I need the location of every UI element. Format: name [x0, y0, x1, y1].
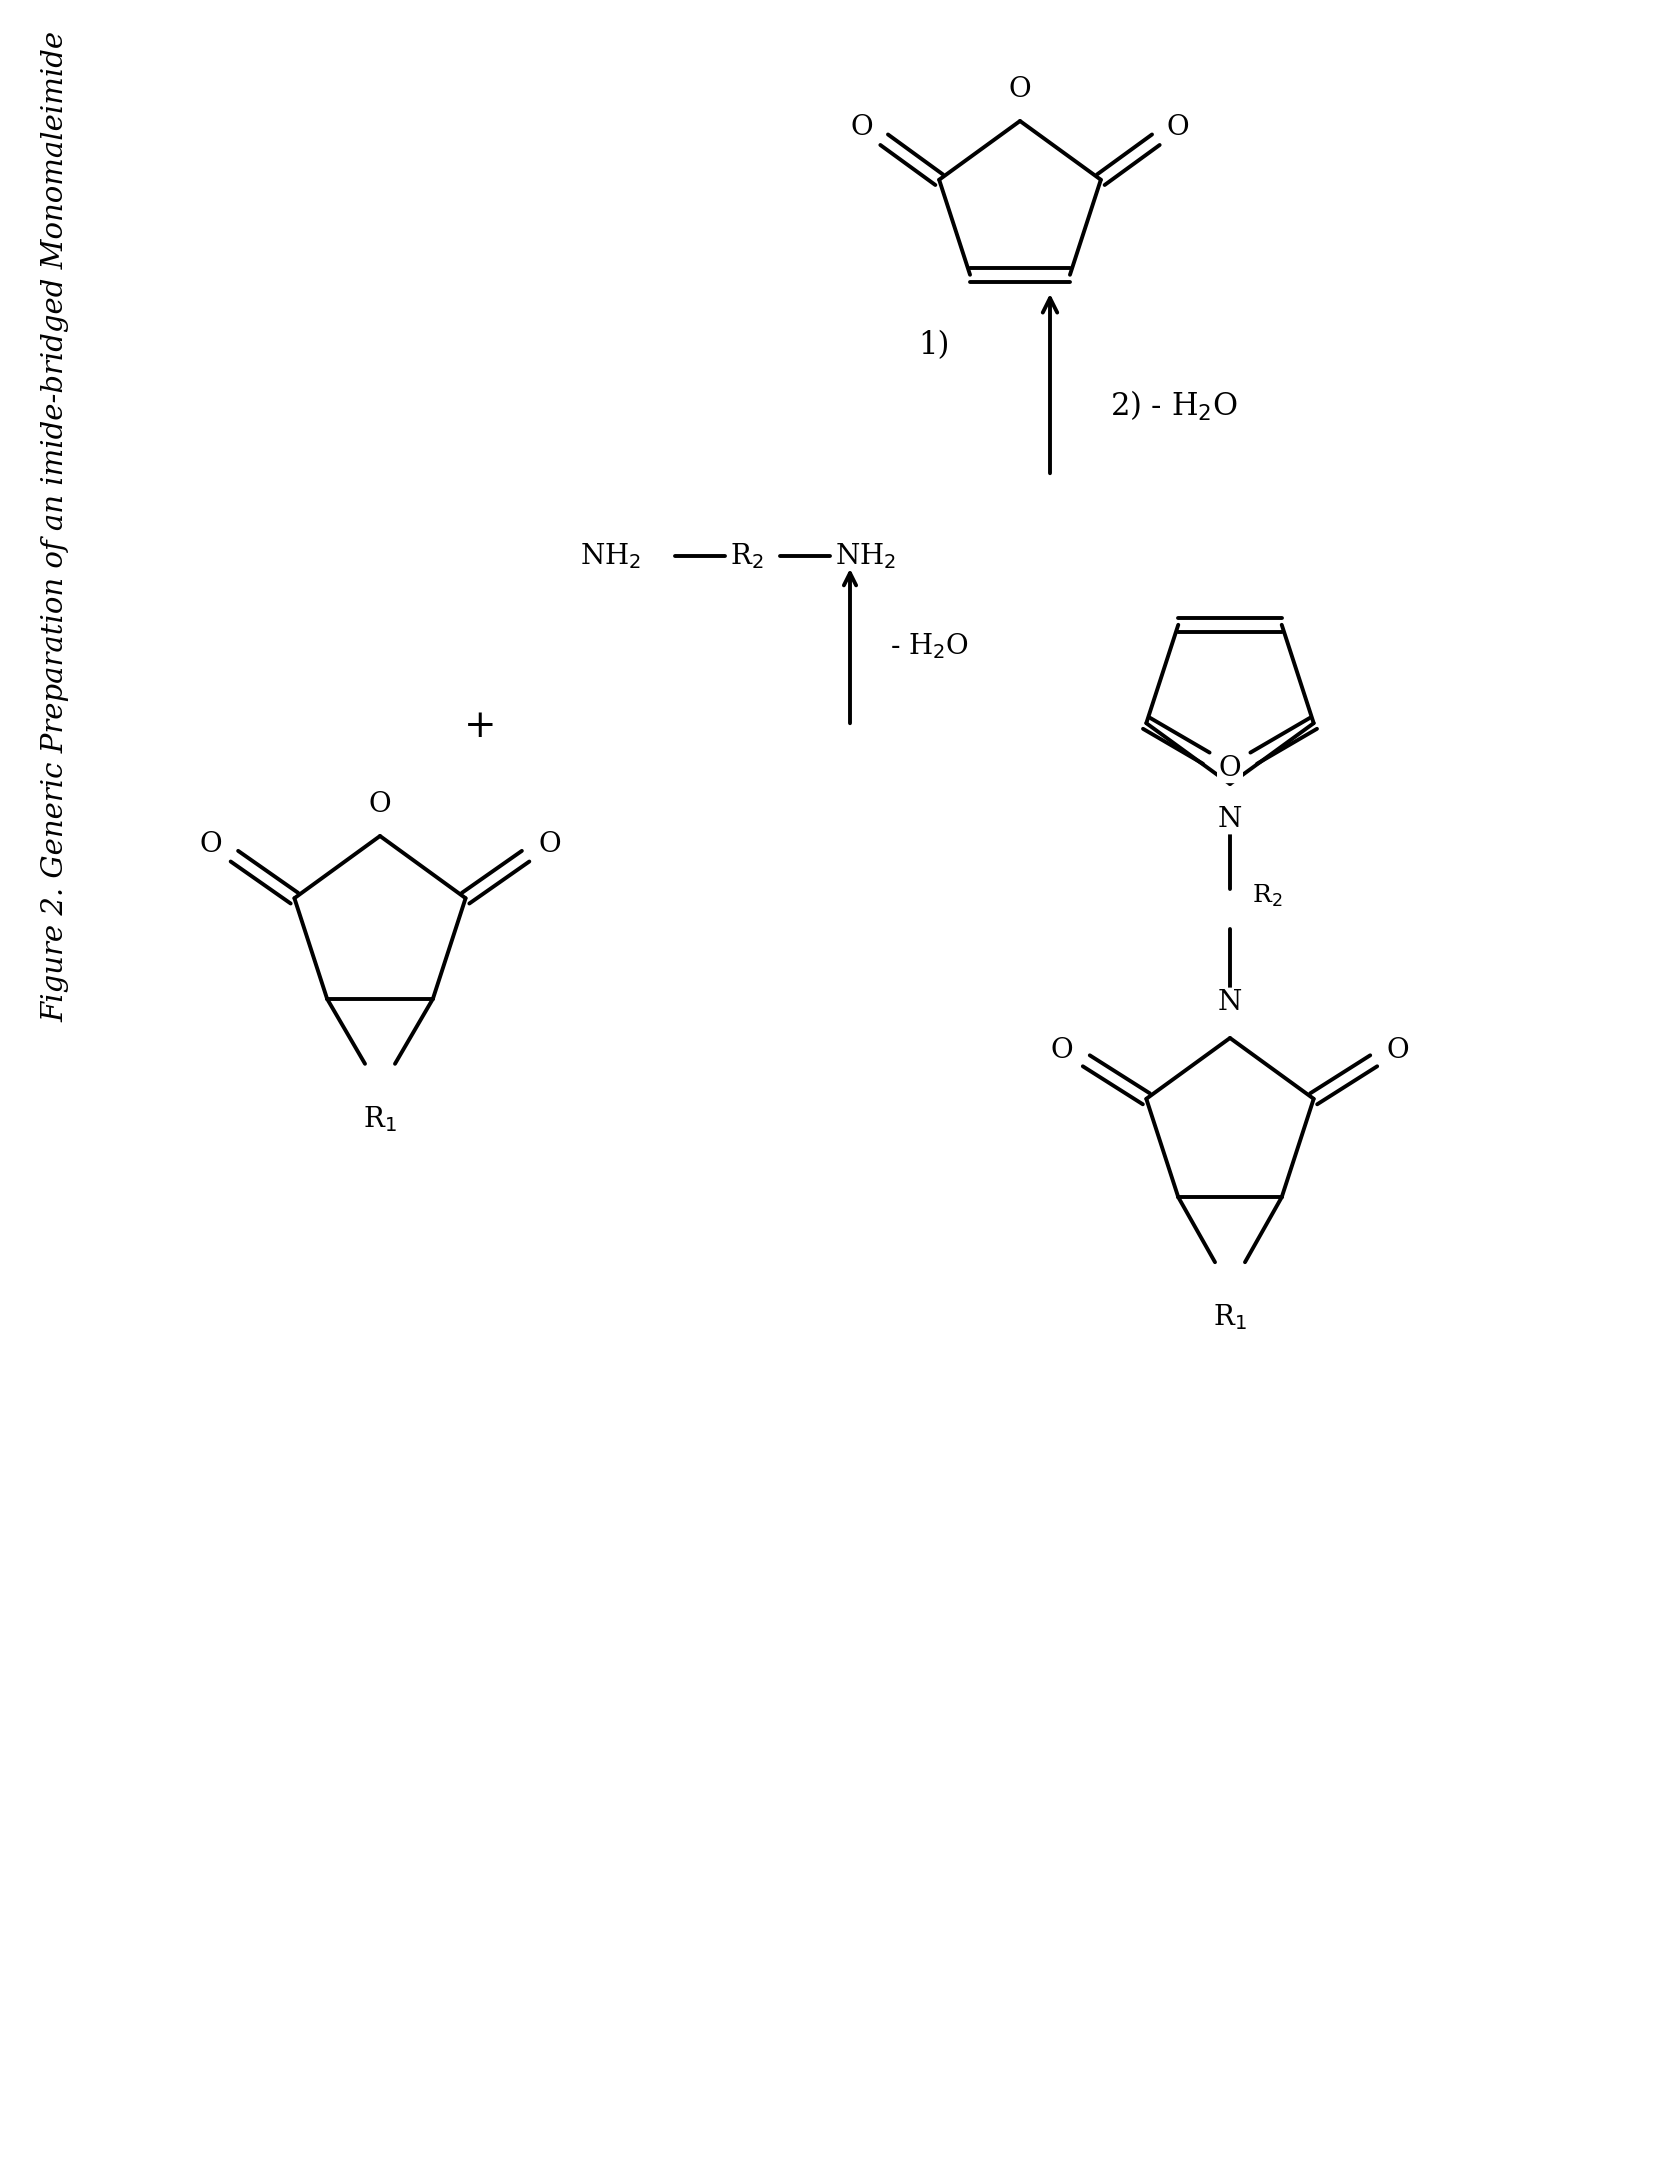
- Text: O: O: [851, 113, 872, 141]
- Text: R$_2$: R$_2$: [1251, 883, 1281, 910]
- Text: O: O: [1165, 113, 1188, 141]
- Text: O: O: [1218, 755, 1241, 781]
- Text: N: N: [1216, 805, 1241, 833]
- Text: 2) - H$_2$O: 2) - H$_2$O: [1109, 390, 1236, 422]
- Text: O: O: [1051, 1038, 1072, 1064]
- Text: 1): 1): [919, 331, 950, 361]
- Text: R$_1$: R$_1$: [362, 1103, 397, 1134]
- Text: R$_2$: R$_2$: [730, 542, 763, 570]
- Text: N: N: [1216, 990, 1241, 1016]
- Text: NH$_2$: NH$_2$: [579, 542, 640, 570]
- Text: Figure 2. Generic Preparation of an imide-bridged Monomaleimide: Figure 2. Generic Preparation of an imid…: [41, 30, 70, 1021]
- Text: O: O: [199, 831, 222, 857]
- Text: +: +: [463, 707, 496, 744]
- Text: O: O: [1385, 1038, 1408, 1064]
- Text: O: O: [1008, 76, 1031, 102]
- Text: O: O: [538, 831, 561, 857]
- Text: NH$_2$: NH$_2$: [834, 542, 895, 570]
- Text: - H$_2$O: - H$_2$O: [889, 631, 968, 662]
- Text: O: O: [1218, 755, 1240, 781]
- Text: O: O: [369, 792, 391, 818]
- Text: R$_1$: R$_1$: [1213, 1301, 1246, 1332]
